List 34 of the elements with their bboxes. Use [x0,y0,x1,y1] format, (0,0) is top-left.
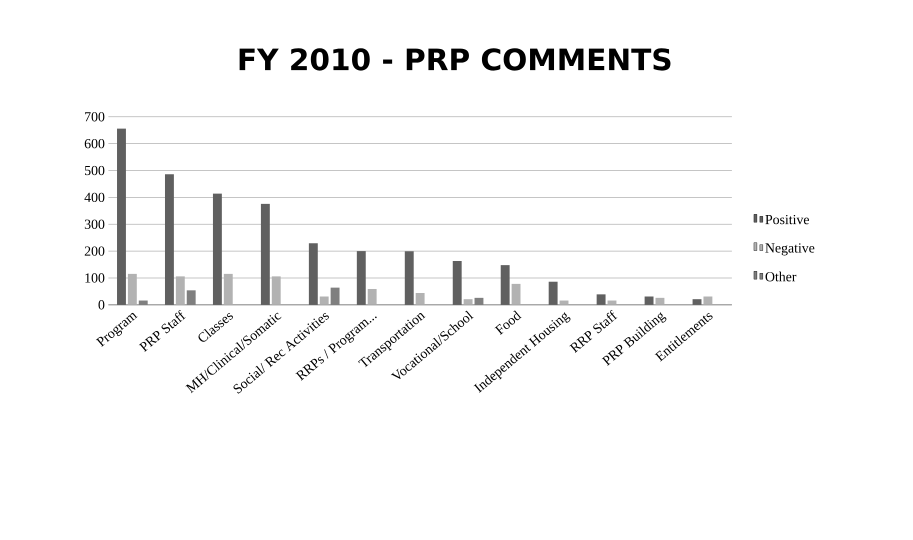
bar [608,300,616,305]
bar [548,282,558,305]
bar [512,284,521,305]
bar [655,298,664,305]
bar [260,204,270,305]
bar [320,296,329,305]
chart-title: FY 2010 - PRP COMMENTS [240,48,670,70]
y-tick-label: 600 [84,138,104,148]
bar [596,294,606,305]
bar [308,243,318,305]
bar [356,250,366,305]
bar [464,299,473,305]
bar [560,300,568,305]
y-tick-label: 0 [98,300,104,310]
y-tick-label: 100 [85,273,104,282]
bar [368,288,377,305]
y-tick-label: 300 [84,219,104,229]
bar [644,296,654,305]
bar [212,193,222,305]
legend-label: Other [766,271,796,282]
bar [117,128,126,305]
bar [452,260,462,305]
legend-label: Positive [765,214,809,224]
y-tick-label: 200 [84,246,104,256]
bar [404,251,414,305]
y-tick-label: 400 [84,192,104,202]
bar [164,174,174,305]
bar [416,292,425,305]
y-tick-label: 700 [85,112,104,122]
bar [500,264,510,305]
y-tick-label: 500 [84,166,104,175]
bar [703,296,712,305]
legend-label: Negative [765,243,814,256]
bar [692,299,702,305]
